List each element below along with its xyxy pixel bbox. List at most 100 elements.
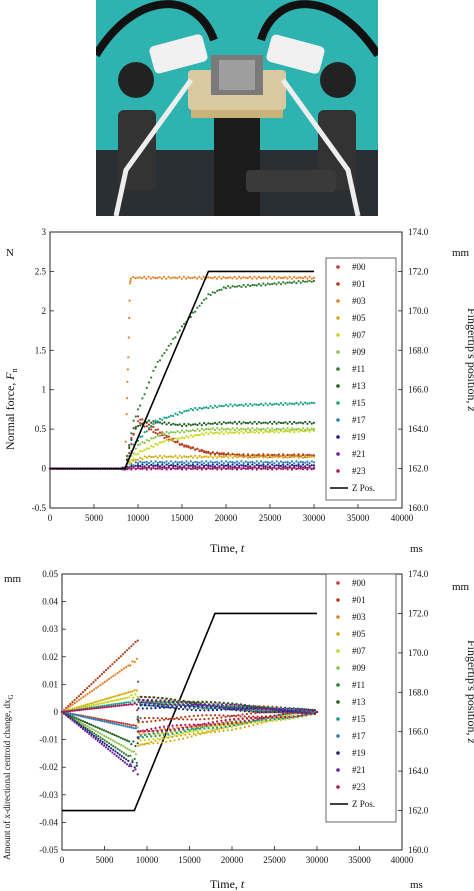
data-point — [246, 453, 250, 456]
data-point — [205, 423, 208, 426]
data-point — [224, 422, 228, 425]
z-pos-series — [62, 612, 317, 812]
data-point — [178, 465, 181, 468]
data-point — [141, 720, 144, 724]
data-point — [119, 698, 122, 701]
data-point — [169, 468, 173, 471]
y2-tick-label: 170.0 — [408, 648, 429, 658]
series-15 — [48, 401, 316, 471]
data-point — [266, 427, 269, 430]
data-point — [93, 707, 96, 710]
data-point — [122, 756, 126, 759]
data-point — [222, 462, 225, 465]
data-point — [213, 421, 217, 424]
data-point — [262, 282, 265, 285]
data-point — [77, 720, 80, 723]
data-point — [238, 432, 241, 435]
data-point — [176, 437, 179, 441]
data-point — [96, 677, 99, 680]
x-tick-label: 25000 — [263, 855, 286, 865]
data-point — [260, 706, 264, 709]
data-point — [196, 423, 199, 427]
data-point — [199, 703, 202, 706]
data-point — [256, 705, 259, 708]
data-point — [165, 703, 168, 706]
data-point — [185, 409, 188, 412]
data-point — [148, 702, 151, 705]
legend: #00#01#03#05#07#09#11#13#15#17#19#21#23Z… — [325, 257, 397, 501]
data-point — [242, 428, 245, 431]
data-point — [98, 741, 101, 744]
data-point — [251, 460, 254, 463]
data-point — [156, 420, 159, 423]
legend-marker — [336, 333, 340, 337]
data-point — [233, 454, 236, 458]
data-point — [136, 695, 139, 698]
data-point — [112, 674, 115, 678]
data-point — [207, 467, 210, 470]
data-point — [183, 423, 186, 426]
data-point — [174, 440, 177, 443]
data-point — [152, 430, 155, 434]
data-point — [244, 285, 247, 288]
data-point — [79, 693, 82, 696]
data-point — [209, 431, 212, 434]
data-point — [115, 741, 118, 744]
data-point — [299, 454, 302, 457]
legend-entry: #03 — [352, 612, 366, 622]
data-point — [231, 285, 234, 288]
data-point — [271, 468, 274, 471]
data-point — [288, 712, 291, 715]
data-point — [179, 731, 183, 734]
data-point — [147, 455, 151, 458]
data-point — [205, 725, 208, 728]
data-point — [216, 463, 219, 466]
x-tick-label: 20000 — [215, 513, 238, 523]
data-point — [241, 717, 244, 720]
data-point — [262, 465, 265, 468]
data-point — [231, 461, 234, 464]
data-point — [218, 730, 221, 733]
data-point — [200, 427, 203, 430]
data-point — [167, 435, 170, 438]
data-point — [159, 699, 162, 702]
data-point — [180, 412, 184, 415]
data-point — [301, 403, 305, 406]
legend-entry: #13 — [352, 381, 366, 391]
data-point — [282, 276, 285, 279]
data-point — [288, 715, 291, 718]
data-point — [256, 708, 259, 711]
y-tick-label: -0.01 — [39, 735, 58, 745]
data-point — [282, 421, 285, 425]
data-point — [78, 709, 81, 712]
data-point — [279, 276, 282, 279]
y-unit: N — [6, 247, 14, 259]
data-point — [288, 430, 291, 433]
robot-finger-sensor-photo — [96, 0, 378, 216]
data-point — [75, 717, 78, 720]
data-point — [139, 435, 142, 438]
data-point — [282, 463, 285, 466]
data-point — [201, 714, 204, 717]
data-point — [152, 738, 155, 741]
data-point — [197, 725, 200, 728]
data-point — [156, 705, 159, 708]
data-point — [194, 465, 197, 468]
data-point — [211, 427, 214, 430]
data-point — [299, 465, 302, 468]
data-point — [119, 736, 122, 739]
y-tick-labels: -0.500.511.522.53 — [32, 227, 54, 513]
data-point — [120, 750, 123, 753]
data-point — [67, 712, 70, 715]
data-point — [120, 724, 123, 727]
data-point — [107, 677, 111, 681]
data-point — [194, 467, 197, 470]
x-tick-label: 5000 — [96, 855, 115, 865]
data-point — [257, 421, 261, 424]
data-point — [97, 737, 100, 740]
data-point — [238, 453, 241, 456]
data-point — [84, 694, 87, 697]
z-position-line — [62, 612, 317, 812]
data-point — [277, 467, 280, 470]
data-point — [188, 729, 191, 732]
